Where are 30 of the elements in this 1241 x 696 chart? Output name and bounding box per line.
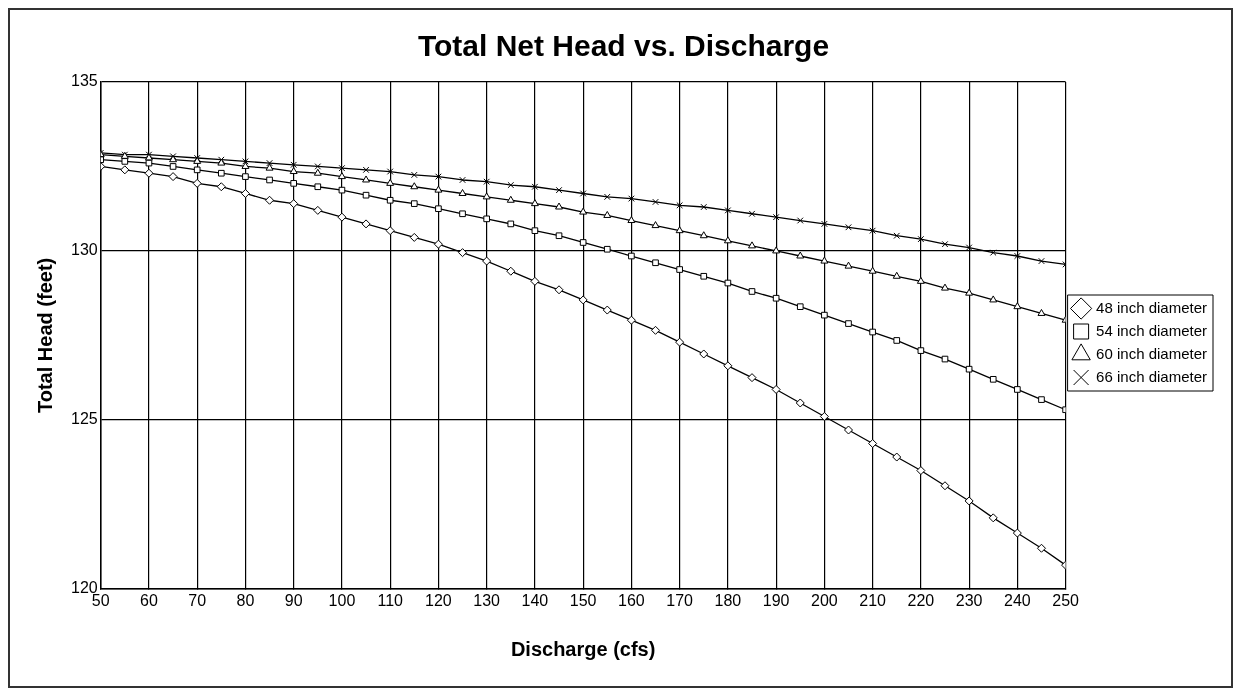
legend-label: 48 inch diameter (1096, 298, 1208, 316)
x-axis-title: Discharge (cfs) (510, 637, 656, 660)
x-tick-label: 80 (236, 591, 255, 609)
x-tick-label: 190 (762, 591, 790, 609)
x-tick-label: 230 (955, 591, 983, 609)
x-tick-label: 250 (1052, 591, 1080, 609)
x-tick-label: 60 (140, 591, 158, 609)
x-tick-label: 150 (569, 591, 597, 609)
x-tick-label: 90 (284, 591, 303, 609)
y-tick-label: 130 (70, 241, 98, 259)
x-tick-label: 110 (377, 591, 404, 609)
chart-title: Total Net Head vs. Discharge (417, 29, 830, 63)
x-tick-label: 160 (618, 591, 645, 609)
legend-label: 60 inch diameter (1096, 344, 1208, 362)
x-tick-label: 200 (811, 591, 838, 609)
legend-label: 54 inch diameter (1096, 321, 1208, 339)
y-tick-label: 125 (70, 410, 98, 428)
y-axis-title: Total Head (feet) (33, 257, 56, 413)
y-tick-label: 135 (70, 72, 98, 90)
legend-label: 66 inch diameter (1096, 367, 1208, 385)
x-tick-label: 180 (714, 591, 742, 609)
x-tick-label: 210 (859, 591, 887, 609)
x-tick-label: 70 (188, 591, 207, 609)
x-tick-label: 240 (1004, 591, 1031, 609)
x-tick-label: 140 (521, 591, 549, 609)
x-tick-label: 100 (328, 591, 356, 609)
x-tick-label: 220 (907, 591, 935, 609)
x-tick-label: 120 (425, 591, 452, 609)
x-tick-label: 130 (473, 591, 501, 609)
x-tick-label: 170 (666, 591, 694, 609)
